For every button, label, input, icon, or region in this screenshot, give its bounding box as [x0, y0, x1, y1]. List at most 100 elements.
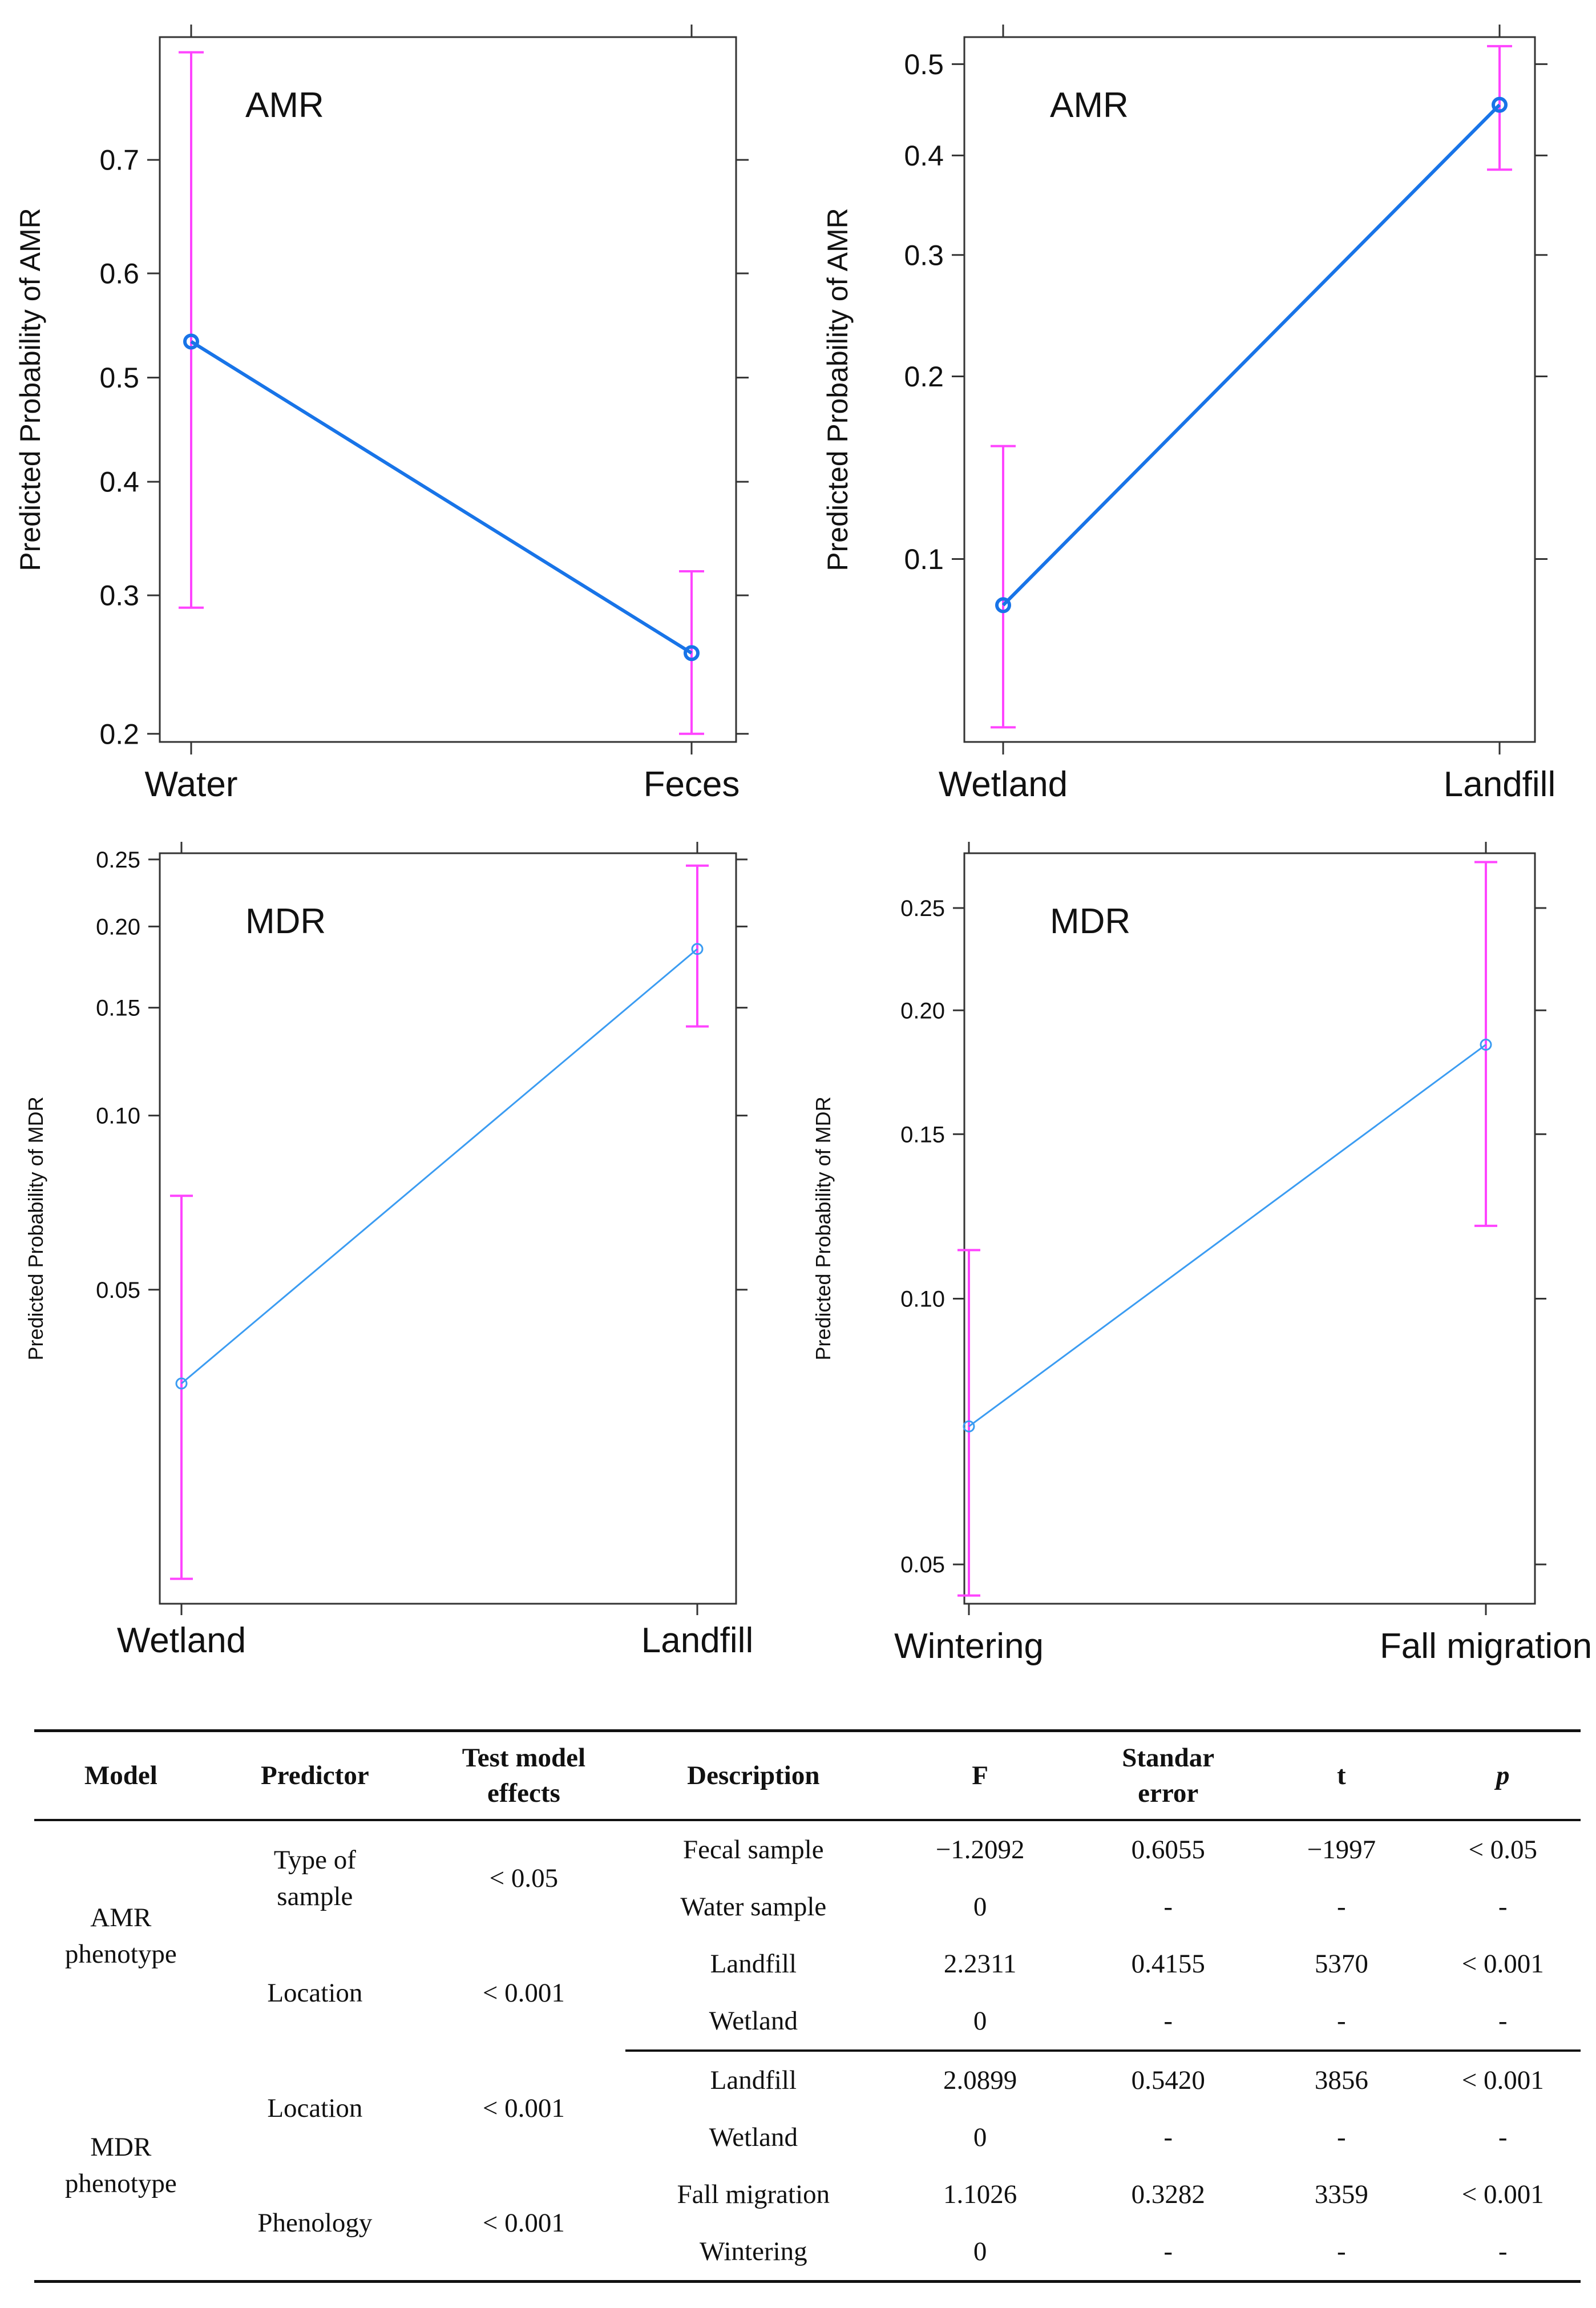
effect-plots: 0.2 0.3 0.4 0.5 0.6 0.7 Water Feces Predicted Pr… — [14, 25, 1592, 1666]
model-cell-mdr: MDR phenotype — [34, 2051, 208, 2283]
y-axis-label: Predicted Probability of AMR — [14, 208, 46, 571]
x-tick-label: Fall migration — [1380, 1627, 1592, 1666]
header-t: t — [1258, 1729, 1425, 1821]
header-standard-error: Standar error — [1078, 1729, 1258, 1821]
data-point — [691, 943, 704, 955]
p-cell: < 0.05 — [1468, 1835, 1537, 1865]
y-axis-label: Predicted Probability of AMR — [822, 208, 854, 571]
description-cell: Water sample — [680, 1892, 827, 1922]
se-cell: 0.4155 — [1131, 1949, 1205, 1979]
plot-frame — [159, 36, 737, 743]
f-cell: −1.2092 — [935, 1835, 1025, 1865]
x-tick-label: Wetland — [939, 765, 1068, 804]
predictor-cell: Type of sample — [208, 1820, 422, 1935]
y-tick-label: 0.10 — [96, 1104, 140, 1129]
test-effect-cell: < 0.001 — [422, 2166, 625, 2283]
description-cell: Fall migration — [677, 2180, 830, 2209]
plot-frame — [159, 852, 737, 1605]
t-cell: 5370 — [1314, 1949, 1368, 1979]
se-cell: 0.5420 — [1131, 2065, 1205, 2095]
x-tick-label: Wintering — [894, 1627, 1044, 1666]
y-tick-label: 0.05 — [900, 1552, 945, 1577]
header-se-line2: error — [1138, 1778, 1199, 1808]
panel-label: AMR — [1050, 86, 1129, 125]
panel-label: MDR — [245, 902, 326, 941]
t-cell: - — [1337, 1892, 1346, 1922]
p-cell: - — [1425, 1992, 1581, 2052]
t-cell: −1997 — [1307, 1835, 1376, 1865]
f-cell: 1.1026 — [943, 2180, 1017, 2209]
data-point — [1480, 1038, 1492, 1051]
description-cell: Landfill — [710, 1949, 797, 1979]
description-cell: Wetland — [709, 2123, 798, 2152]
predictor-label: Location — [267, 2093, 363, 2123]
y-tick-label: 0.6 — [99, 258, 139, 290]
test-effect-cell: < 0.001 — [482, 2093, 565, 2123]
table-row: AMR phenotype Type of sample < 0.05 Fecal … — [34, 1820, 1581, 1969]
y-tick-label: 0.2 — [904, 361, 944, 393]
f-cell: 0 — [881, 1992, 1079, 2052]
model-label: MDR — [90, 2132, 152, 2162]
data-point — [963, 1420, 975, 1433]
results-table: Model Predictor Test model effects Descri… — [34, 1729, 1581, 2283]
header-predictor: Predictor — [207, 1729, 423, 1821]
model-cell-amr: AMR phenotype — [34, 1820, 208, 2051]
data-point — [1492, 96, 1508, 113]
y-tick-label: 0.05 — [96, 1278, 140, 1303]
x-tick-label: Feces — [644, 765, 740, 804]
t-cell: - — [1337, 2123, 1346, 2152]
data-point — [175, 1377, 188, 1390]
y-tick-label: 0.4 — [904, 140, 944, 172]
table-header-row: Model Predictor Test model effects Descri… — [34, 1729, 1581, 1821]
y-tick-label: 0.5 — [99, 362, 139, 394]
x-tick-label: Landfill — [641, 1621, 753, 1660]
y-tick-label: 0.20 — [900, 998, 945, 1023]
header-p: p — [1425, 1729, 1581, 1821]
description-cell: Fecal sample — [683, 1835, 824, 1865]
y-axis-label: Predicted Probability of MDR — [24, 1096, 47, 1360]
y-axis-label: Predicted Probability of MDR — [811, 1096, 835, 1360]
predictor-cell: Phenology — [207, 2166, 423, 2283]
header-model: Model — [34, 1729, 208, 1821]
y-tick-label: 0.25 — [96, 848, 140, 873]
table-row: Wetland 0 - - - — [34, 2109, 1581, 2166]
predictor-label: sample — [277, 1882, 353, 1911]
panel-label: MDR — [1050, 902, 1130, 941]
se-cell: - — [1163, 1892, 1173, 1922]
description-cell: Wetland — [625, 1992, 882, 2052]
test-effect-cell: < 0.05 — [489, 1863, 559, 1893]
panel-label: AMR — [245, 86, 324, 125]
x-tick-label: Water — [144, 765, 237, 804]
predictor-label: Location — [267, 1978, 363, 2008]
t-cell: 3359 — [1314, 2180, 1368, 2209]
predictor-cell: Location — [208, 2051, 422, 2166]
f-cell: 0 — [973, 1892, 987, 1922]
f-cell: 2.2311 — [943, 1949, 1017, 1979]
predictor-cell: Location — [208, 1935, 422, 2051]
y-tick-label: 0.25 — [900, 896, 945, 921]
data-point — [183, 333, 199, 350]
plot-frame — [963, 852, 1536, 1605]
y-tick-label: 0.4 — [99, 466, 139, 498]
y-tick-label: 0.15 — [96, 996, 140, 1021]
se-cell: 0.3282 — [1131, 2180, 1205, 2209]
x-tick-label: Wetland — [117, 1621, 246, 1660]
description-cell: Landfill — [710, 2065, 797, 2095]
y-tick-label: 0.3 — [904, 239, 944, 271]
p-cell: < 0.001 — [1461, 2180, 1544, 2209]
p-cell: - — [1425, 2223, 1581, 2283]
description-cell: Wintering — [625, 2223, 882, 2283]
y-tick-label: 0.1 — [904, 543, 944, 575]
predictor-label: Type of — [273, 1845, 356, 1875]
header-description: Description — [625, 1729, 882, 1821]
model-label: phenotype — [64, 2169, 177, 2198]
y-tick-label: 0.2 — [99, 718, 139, 750]
header-test-model-effects: Test model effects — [422, 1729, 625, 1821]
f-cell: 0 — [881, 2223, 1079, 2283]
t-cell: - — [1258, 2223, 1425, 2283]
t-cell: - — [1258, 1992, 1425, 2052]
x-tick-label: Landfill — [1444, 765, 1555, 804]
test-effect-cell: < 0.001 — [482, 1978, 565, 2008]
y-tick-label: 0.7 — [99, 144, 139, 176]
predictor-label: Phenology — [257, 2208, 373, 2238]
